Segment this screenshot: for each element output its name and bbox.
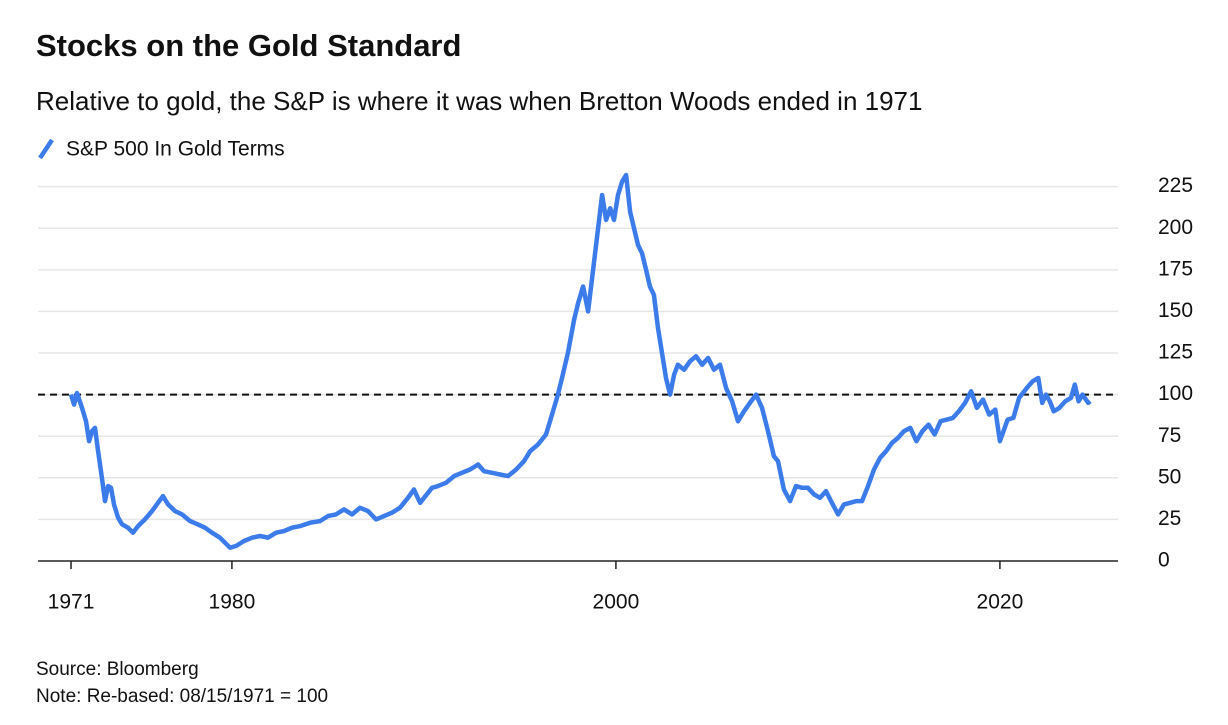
source: Source: Bloomberg [36,659,199,680]
y-tick-label: 200 [1158,216,1193,239]
legend-label: S&P 500 In Gold Terms [66,138,285,161]
y-tick-label: 25 [1158,507,1181,530]
y-tick-label: 75 [1158,424,1181,447]
x-tick-label: 1971 [48,591,95,614]
y-tick-label: 225 [1158,174,1193,197]
x-tick-label: 2000 [593,591,640,614]
y-tick-label: 100 [1158,382,1193,405]
note: Note: Re-based: 08/15/1971 = 100 [36,686,328,707]
data-line [68,172,1092,550]
y-tick-label: 125 [1158,341,1193,364]
chart-title: Stocks on the Gold Standard [36,28,461,63]
chart-subtitle: Relative to gold, the S&P is where it wa… [36,86,922,116]
x-tick-label: 1980 [209,591,256,614]
y-tick-label: 175 [1158,257,1193,280]
legend-marker [38,138,54,160]
y-tick-label: 150 [1158,299,1193,322]
y-tick-label: 50 [1158,465,1181,488]
x-tick-label: 2020 [977,591,1024,614]
y-tick-label: 0 [1158,549,1170,572]
